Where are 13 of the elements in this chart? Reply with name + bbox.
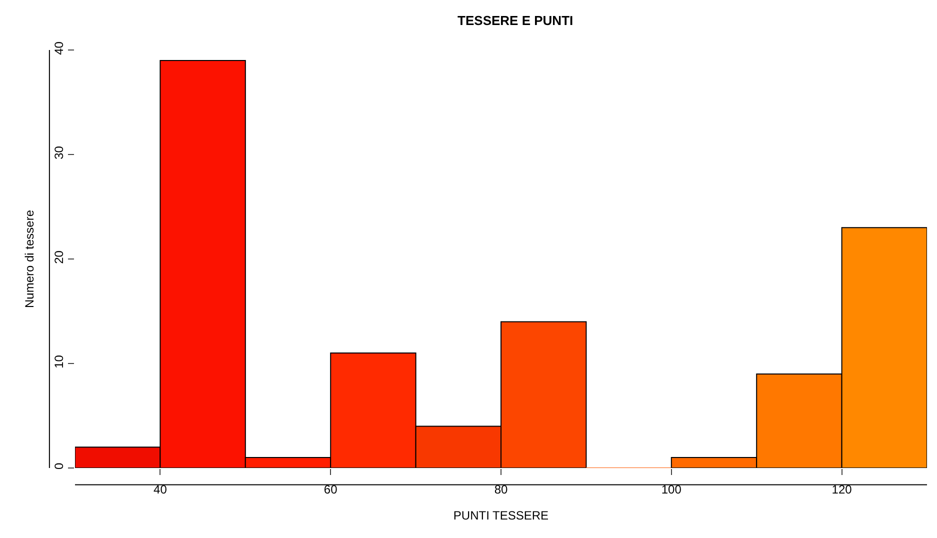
x-tick-label: 40	[154, 482, 168, 496]
x-tick-label: 80	[494, 482, 508, 496]
x-axis-title: PUNTI TESSERE	[453, 508, 549, 522]
x-tick-label: 100	[661, 482, 682, 496]
y-tick-label: 0	[52, 462, 66, 470]
chart-title: TESSERE E PUNTI	[458, 13, 574, 28]
y-tick-label: 40	[52, 41, 66, 55]
y-tick-label: 30	[52, 146, 66, 160]
y-tick-label: 10	[52, 354, 66, 368]
x-tick-label: 60	[324, 482, 338, 496]
x-tick-label: 120	[832, 482, 852, 496]
y-tick-label: 20	[52, 250, 66, 264]
y-axis-title: Numero di tessere	[22, 210, 36, 308]
